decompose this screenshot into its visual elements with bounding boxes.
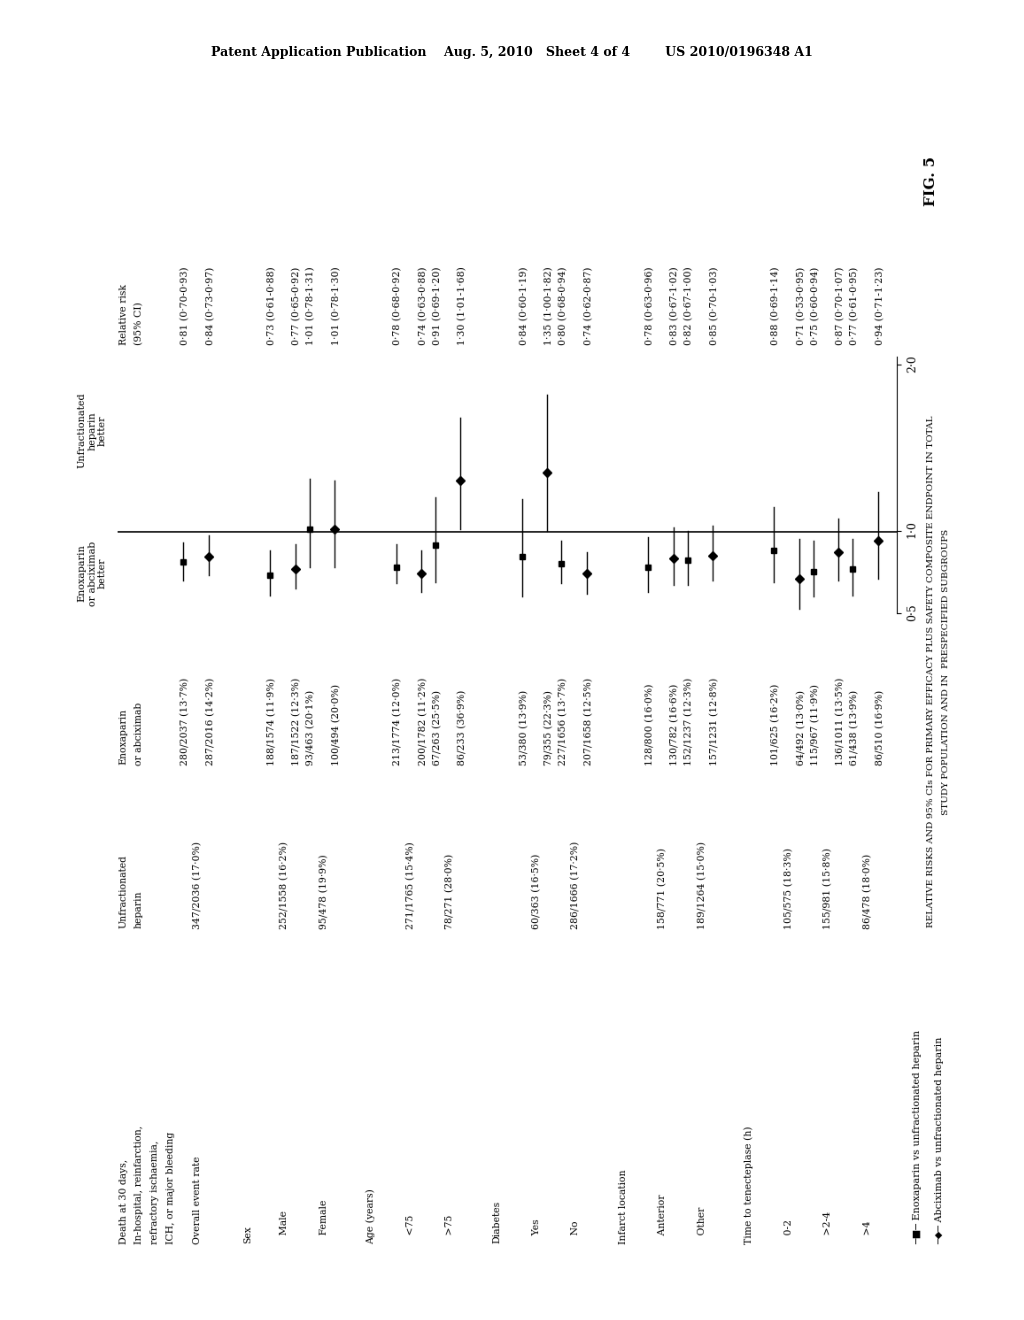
Text: Patent Application Publication    Aug. 5, 2010   Sheet 4 of 4        US 2010/019: Patent Application Publication Aug. 5, 2…: [211, 46, 813, 59]
